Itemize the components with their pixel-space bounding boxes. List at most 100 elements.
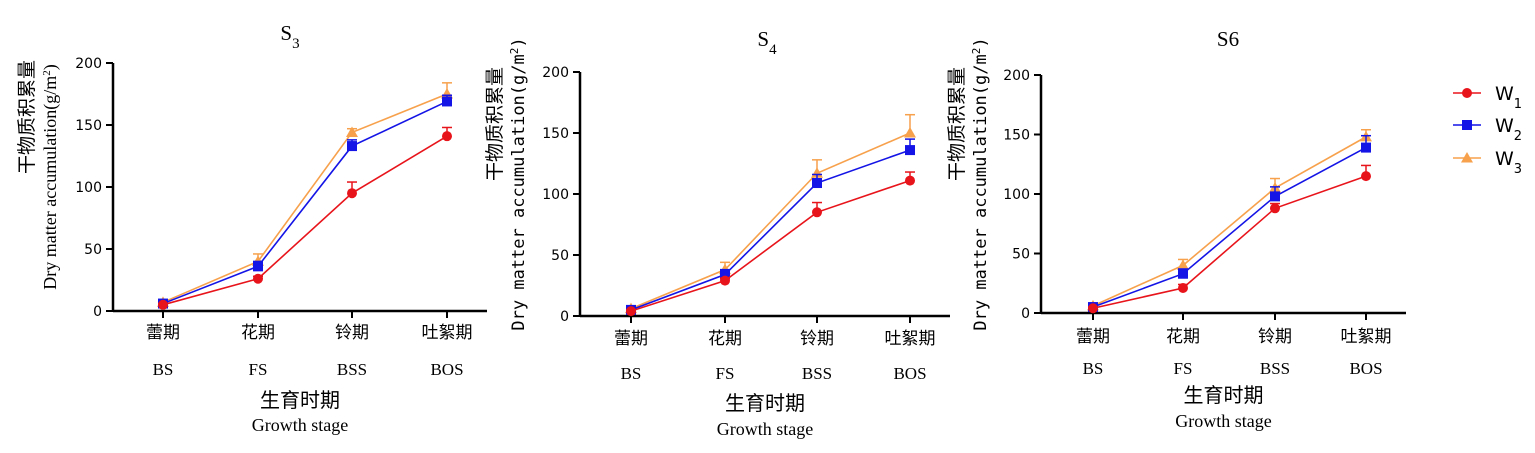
series-line [630, 132, 911, 310]
y-axis-title: 干物质积累量 Dry matter accumulation(g/m2) [484, 37, 529, 330]
x-category-label-en: BSS [802, 364, 832, 383]
x-category-label-en: BSS [1260, 359, 1290, 378]
y-axis-title-unit-end: ) [40, 64, 61, 70]
legend-entry: W2 [1453, 115, 1522, 144]
y-axis-title: 干物质积累量 Dry matter accumulation(g/m2) [16, 60, 61, 290]
x-category-label-cn: 吐絮期 [885, 329, 936, 349]
x-category-label-cn: 铃期 [1258, 327, 1292, 347]
series-w2 [1088, 134, 1371, 313]
x-category-label-cn: 蕾期 [1076, 327, 1110, 347]
y-tick-label: 0 [560, 309, 569, 325]
y-tick-label: 200 [1003, 68, 1030, 84]
chart-title-main: S [757, 27, 769, 51]
x-category-label-en: FS [1174, 359, 1193, 378]
x-axis-title-cn: 生育时期 [1184, 383, 1264, 407]
chart-title: S6 [1217, 27, 1239, 51]
x-category-label-cn: 花期 [1166, 327, 1200, 347]
data-point [1178, 283, 1188, 294]
data-point [720, 269, 730, 280]
series-w3 [625, 113, 916, 314]
data-point [1361, 142, 1371, 153]
data-point [442, 96, 452, 107]
data-point [1088, 303, 1098, 314]
x-axis-title-en: Growth stage [1175, 411, 1271, 431]
data-point [904, 127, 916, 138]
y-axis-title: 干物质积累量 Dry matter accumulation(g/m2) [946, 37, 991, 330]
legend-label-main: W [1495, 115, 1514, 137]
legend-marker [1461, 152, 1473, 163]
series-line [162, 93, 448, 304]
series-w1 [1088, 164, 1371, 314]
y-axis-title-unit-sup: 2 [508, 48, 521, 55]
y-axis-title-en-text: Dry matter accumulation [509, 95, 529, 330]
y-axis-title-en: Dry matter accumulation(g/m2) [508, 37, 530, 330]
y-tick-label: 200 [542, 65, 569, 81]
legend-label-sub: 2 [1514, 129, 1522, 144]
legend-label-main: W [1495, 83, 1514, 105]
y-axis-title-en-text: Dry matter accumulation [971, 95, 991, 330]
chart-panel: S3 0 50 100 150 200 蕾期 BS 花期 FS 铃期 BSS 吐絮期 BOS 生育时期 Gro… [16, 21, 487, 435]
legend-label: W3 [1495, 148, 1522, 177]
data-point [905, 145, 915, 156]
x-category-label-en: BSS [337, 360, 367, 379]
x-category-label-cn: 铃期 [335, 323, 369, 343]
legend-label-sub: 3 [1514, 162, 1522, 177]
chart-title-main: S6 [1217, 27, 1239, 51]
chart-title: S4 [757, 27, 777, 58]
series-line [162, 135, 448, 306]
y-tick-label: 150 [75, 118, 102, 134]
y-tick-label: 50 [1012, 247, 1030, 263]
series-w1 [626, 171, 915, 317]
y-tick-label: 50 [84, 242, 102, 258]
y-axis-title-unit-end: ) [971, 37, 991, 47]
data-point [626, 306, 636, 317]
y-tick-label: 150 [1003, 128, 1030, 144]
x-category-label-cn: 蕾期 [614, 329, 648, 349]
data-point [1177, 259, 1189, 270]
y-axis-title-cn: 干物质积累量 [946, 67, 968, 181]
series-w3 [157, 82, 453, 307]
data-point [253, 273, 263, 284]
x-category-label-en: BOS [1349, 359, 1382, 378]
series-w2 [158, 94, 452, 309]
chart-panel: S4 0 50 100 150 200 蕾期 BS 花期 FS 铃期 BSS 吐絮期 BOS 生育时期 Gro… [484, 27, 950, 439]
legend-marker [1462, 88, 1472, 98]
chart-title-sub: 4 [769, 42, 777, 58]
legend-label-sub: 1 [1514, 97, 1522, 112]
y-tick-label: 100 [75, 180, 102, 196]
x-axis-title-cn: 生育时期 [260, 388, 340, 412]
x-category-label-en: BOS [430, 360, 463, 379]
y-tick-label: 100 [542, 187, 569, 203]
series-line [162, 100, 448, 305]
x-category-label-en: BS [153, 360, 174, 379]
series-line [1092, 146, 1367, 308]
legend-label-main: W [1495, 148, 1514, 170]
series-line [1092, 175, 1367, 310]
data-point [1270, 191, 1280, 202]
y-axis-title-unit-end: ) [509, 37, 529, 47]
y-axis-title-cn: 干物质积累量 [484, 67, 506, 181]
y-tick-label: 150 [542, 126, 569, 142]
y-axis-title-cn: 干物质积累量 [16, 60, 38, 174]
series-w2 [626, 138, 915, 315]
x-category-label-cn: 花期 [708, 329, 742, 349]
y-tick-label: 0 [93, 304, 102, 320]
y-axis-title-unit-sup: 2 [970, 48, 983, 55]
legend-entry: W1 [1453, 83, 1522, 112]
data-point [347, 141, 357, 152]
x-category-label-en: BS [621, 364, 642, 383]
legend-entry: W3 [1453, 148, 1522, 177]
x-category-label-en: FS [249, 360, 268, 379]
y-tick-label: 0 [1021, 306, 1030, 322]
data-point [905, 175, 915, 186]
y-axis-title-en: Dry matter accumulation(g/m2) [40, 64, 61, 289]
data-point [812, 207, 822, 218]
x-axis-title-cn: 生育时期 [725, 391, 805, 415]
x-category-label-cn: 吐絮期 [1341, 327, 1392, 347]
x-category-label-cn: 蕾期 [146, 323, 180, 343]
y-tick-label: 200 [75, 56, 102, 72]
x-axis-title-en: Growth stage [252, 415, 348, 435]
y-tick-label: 50 [551, 248, 569, 264]
x-category-label-en: BOS [893, 364, 926, 383]
y-tick-label: 100 [1003, 187, 1030, 203]
